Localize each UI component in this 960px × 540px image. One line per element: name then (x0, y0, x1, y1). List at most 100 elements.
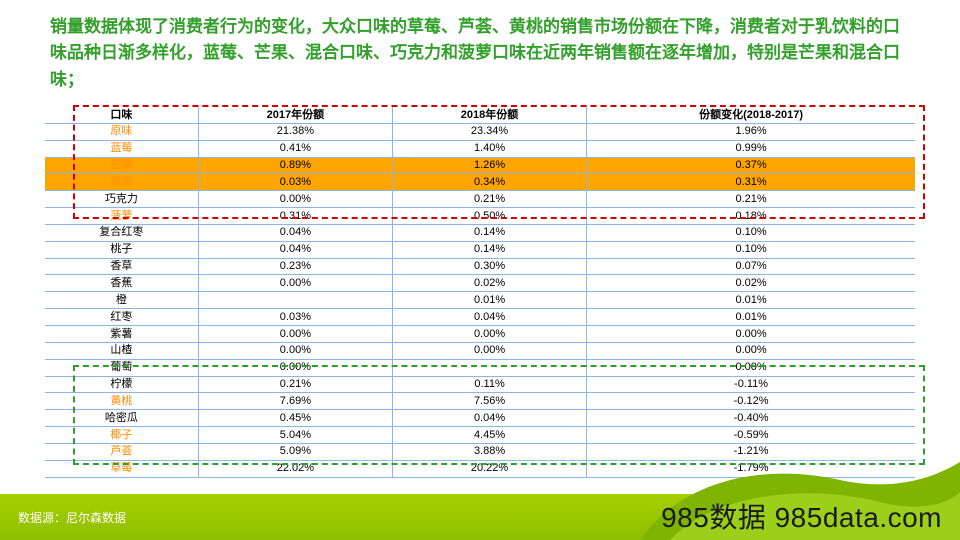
table-row: 混合0.03%0.34%0.31% (45, 174, 915, 191)
table-row: 黄桃7.69%7.56%-0.12% (45, 393, 915, 410)
cell-value: 0.34% (392, 174, 586, 191)
cell-value: 0.00% (392, 342, 586, 359)
data-source-label: 数据源：尼尔森数据 (18, 509, 126, 526)
cell-value: 0.04% (198, 241, 392, 258)
cell-flavor: 菠萝 (45, 208, 198, 225)
cell-value: 0.21% (587, 191, 915, 208)
cell-value: 0.01% (587, 309, 915, 326)
cell-value: 0.03% (198, 174, 392, 191)
cell-value: 0.30% (392, 258, 586, 275)
cell-value: 0.07% (587, 258, 915, 275)
cell-value: 1.26% (392, 157, 586, 174)
cell-flavor: 巧克力 (45, 191, 198, 208)
table-row: 橙0.01%0.01% (45, 292, 915, 309)
cell-value: 7.69% (198, 393, 392, 410)
col-flavor: 口味 (45, 107, 198, 123)
cell-flavor: 芒果 (45, 157, 198, 174)
table-row: 山楂0.00%0.00%0.00% (45, 342, 915, 359)
cell-value: -1.21% (587, 443, 915, 460)
table-row: 香蕉0.00%0.02%0.02% (45, 275, 915, 292)
table-row: 香草0.23%0.30%0.07% (45, 258, 915, 275)
flavor-share-table: 口味 2017年份额 2018年份额 份额变化(2018-2017) 原味21.… (45, 107, 915, 478)
cell-value (392, 359, 586, 376)
cell-value: 0.45% (198, 410, 392, 427)
cell-flavor: 香蕉 (45, 275, 198, 292)
cell-value: 0.31% (198, 208, 392, 225)
cell-value: 0.00% (198, 342, 392, 359)
cell-value: 0.00% (587, 326, 915, 343)
table-row: 桃子0.04%0.14%0.10% (45, 241, 915, 258)
cell-value: 4.45% (392, 427, 586, 444)
cell-flavor: 山楂 (45, 342, 198, 359)
table-row: 哈密瓜0.45%0.04%-0.40% (45, 410, 915, 427)
table-row: 紫薯0.00%0.00%0.00% (45, 326, 915, 343)
cell-flavor: 芦荟 (45, 443, 198, 460)
cell-value: 0.00% (198, 359, 392, 376)
table-row: 原味21.38%23.34%1.96% (45, 123, 915, 140)
cell-flavor: 复合红枣 (45, 224, 198, 241)
table-header-row: 口味 2017年份额 2018年份额 份额变化(2018-2017) (45, 107, 915, 123)
cell-value: -0.59% (587, 427, 915, 444)
cell-value: 0.18% (587, 208, 915, 225)
cell-value: 0.04% (198, 224, 392, 241)
cell-flavor: 橙 (45, 292, 198, 309)
table-row: 椰子5.04%4.45%-0.59% (45, 427, 915, 444)
cell-value: 0.04% (392, 410, 586, 427)
cell-value: 7.56% (392, 393, 586, 410)
cell-value: 0.00% (587, 342, 915, 359)
cell-value: -0.40% (587, 410, 915, 427)
cell-value: 0.01% (587, 292, 915, 309)
table-row: 蓝莓0.41%1.40%0.99% (45, 140, 915, 157)
cell-value: -0.12% (587, 393, 915, 410)
cell-flavor: 桃子 (45, 241, 198, 258)
cell-value: 0.02% (587, 275, 915, 292)
cell-flavor: 红枣 (45, 309, 198, 326)
cell-value: 0.37% (587, 157, 915, 174)
cell-value: 0.02% (392, 275, 586, 292)
cell-value: 0.21% (392, 191, 586, 208)
page-heading: 销量数据体现了消费者行为的变化，大众口味的草莓、芦荟、黄桃的销售市场份额在下降，… (0, 0, 960, 93)
cell-value: 0.14% (392, 224, 586, 241)
cell-value: 1.96% (587, 123, 915, 140)
table-row: 芦荟5.09%3.88%-1.21% (45, 443, 915, 460)
col-delta: 份额变化(2018-2017) (587, 107, 915, 123)
table-row: 复合红枣0.04%0.14%0.10% (45, 224, 915, 241)
cell-value: 3.88% (392, 443, 586, 460)
cell-value: 0.03% (198, 309, 392, 326)
cell-value: 21.38% (198, 123, 392, 140)
cell-value: 0.10% (587, 241, 915, 258)
table-container: 口味 2017年份额 2018年份额 份额变化(2018-2017) 原味21.… (45, 107, 915, 478)
cell-value: 0.89% (198, 157, 392, 174)
cell-value: -0.11% (587, 376, 915, 393)
cell-value: 23.34% (392, 123, 586, 140)
cell-flavor: 蓝莓 (45, 140, 198, 157)
table-row: 葡萄0.00%0.00% (45, 359, 915, 376)
cell-value: 0.99% (587, 140, 915, 157)
cell-value: 0.14% (392, 241, 586, 258)
cell-value: 0.00% (198, 326, 392, 343)
cell-value: 0.00% (198, 191, 392, 208)
cell-flavor: 香草 (45, 258, 198, 275)
table-row: 芒果0.89%1.26%0.37% (45, 157, 915, 174)
cell-value: 0.23% (198, 258, 392, 275)
cell-value: 0.00% (587, 359, 915, 376)
col-2018: 2018年份额 (392, 107, 586, 123)
cell-flavor: 草莓 (45, 460, 198, 477)
cell-value: 5.09% (198, 443, 392, 460)
footer: 数据源：尼尔森数据 985数据 985data.com (0, 478, 960, 540)
cell-flavor: 黄桃 (45, 393, 198, 410)
watermark: 985数据 985data.com (661, 496, 942, 536)
cell-value (198, 292, 392, 309)
cell-value: 22.02% (198, 460, 392, 477)
cell-value: 20.22% (392, 460, 586, 477)
table-row: 巧克力0.00%0.21%0.21% (45, 191, 915, 208)
cell-flavor: 紫薯 (45, 326, 198, 343)
cell-value: 0.10% (587, 224, 915, 241)
cell-flavor: 葡萄 (45, 359, 198, 376)
cell-value: 0.21% (198, 376, 392, 393)
cell-value: 5.04% (198, 427, 392, 444)
cell-flavor: 柠檬 (45, 376, 198, 393)
cell-value: 1.40% (392, 140, 586, 157)
cell-flavor: 原味 (45, 123, 198, 140)
table-row: 红枣0.03%0.04%0.01% (45, 309, 915, 326)
